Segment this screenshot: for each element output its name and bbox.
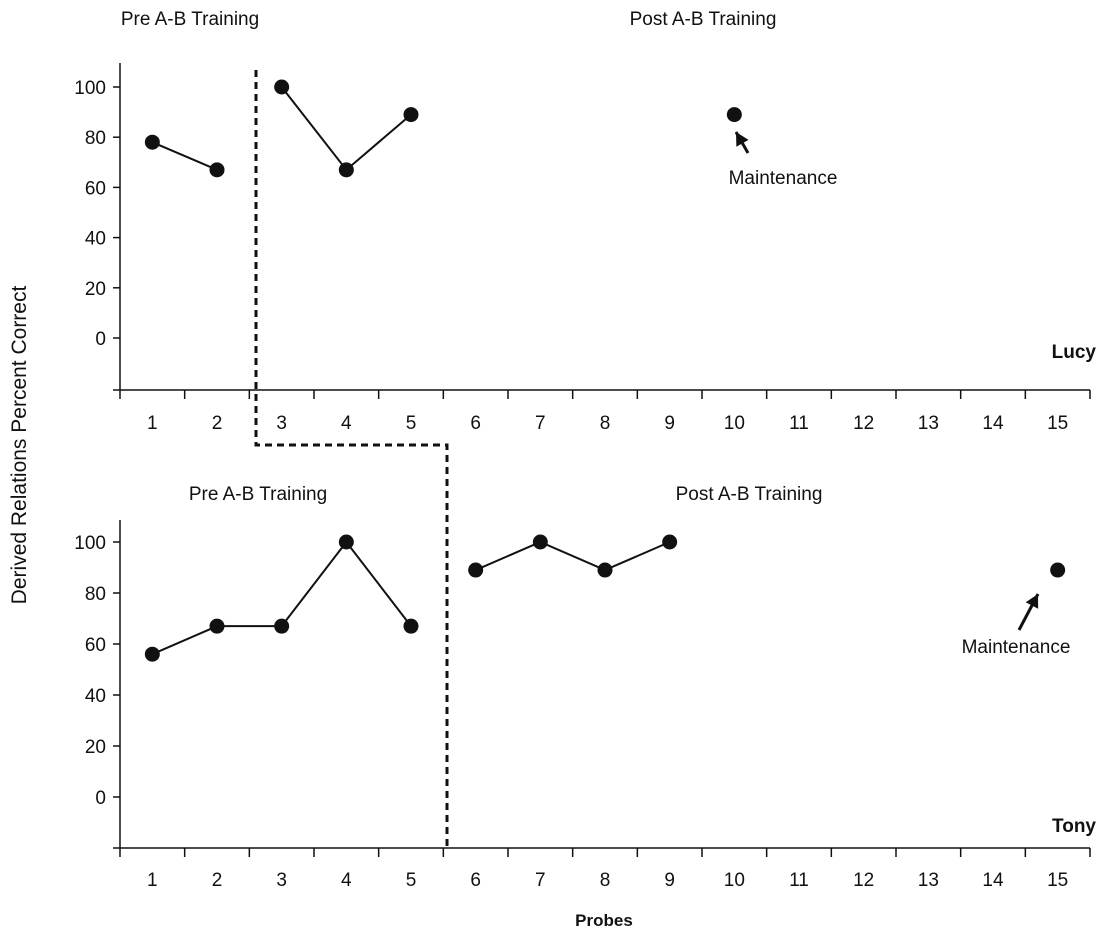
x-tick-label: 11 (789, 870, 809, 891)
y-tick-label: 40 (85, 686, 106, 707)
y-tick-label: 60 (85, 635, 106, 656)
x-tick-label: 5 (406, 413, 417, 434)
y-axis-title: Derived Relations Percent Correct (8, 286, 31, 605)
phase-label: Post A-B Training (676, 484, 823, 505)
data-point (726, 107, 742, 123)
annotation-arrowhead (736, 132, 749, 147)
series-line (151, 540, 412, 656)
x-tick-label: 14 (982, 413, 1004, 434)
series-line (475, 540, 671, 572)
x-tick-label: 9 (664, 870, 675, 891)
series-line (280, 86, 412, 172)
y-tick-label: 40 (85, 229, 106, 250)
x-tick-label: 4 (341, 413, 352, 434)
y-tick-label: 100 (74, 78, 106, 99)
x-tick-label: 6 (470, 870, 481, 891)
x-tick-label: 6 (470, 413, 481, 434)
x-tick-label: 13 (918, 870, 939, 891)
data-point (468, 562, 484, 578)
x-tick-label: 7 (535, 870, 546, 891)
y-tick-label: 60 (85, 178, 106, 199)
data-point (597, 562, 613, 578)
maintenance-annotation: Maintenance (962, 637, 1071, 658)
phase-change-line (254, 70, 449, 848)
phase-label: Pre A-B Training (121, 9, 259, 30)
phase-label: Pre A-B Training (189, 484, 327, 505)
x-tick-label: 15 (1047, 413, 1068, 434)
x-tick-label: 1 (147, 870, 158, 891)
series-line (151, 141, 218, 171)
y-tick-label: 0 (95, 329, 106, 350)
data-point (403, 107, 419, 123)
x-tick-label: 13 (918, 413, 939, 434)
x-tick-label: 12 (853, 413, 874, 434)
x-tick-label: 11 (789, 413, 809, 434)
x-tick-label: 12 (853, 870, 874, 891)
x-tick-label: 2 (212, 413, 223, 434)
data-point (338, 534, 354, 550)
y-tick-label: 100 (74, 533, 106, 554)
data-point (1050, 562, 1066, 578)
data-point (662, 534, 678, 550)
x-tick-label: 3 (276, 870, 287, 891)
x-tick-label: 4 (341, 870, 352, 891)
data-point (338, 162, 354, 178)
participant-label: Tony (1052, 816, 1096, 837)
x-tick-label: 14 (982, 870, 1004, 891)
x-tick-label: 5 (406, 870, 417, 891)
data-point (144, 646, 160, 662)
annotation-arrowhead (1025, 594, 1039, 609)
data-point (403, 618, 419, 634)
data-point (209, 618, 225, 634)
participant-label: Lucy (1052, 342, 1097, 363)
y-tick-label: 0 (95, 788, 106, 809)
x-tick-label: 3 (276, 413, 287, 434)
data-point (144, 134, 160, 150)
x-tick-label: 10 (724, 413, 745, 434)
phase-label: Post A-B Training (630, 9, 777, 30)
x-tick-label: 1 (147, 413, 158, 434)
data-point (532, 534, 548, 550)
x-tick-label: 7 (535, 413, 546, 434)
y-tick-label: 80 (85, 584, 106, 605)
y-tick-label: 80 (85, 128, 106, 149)
x-axis-title: Probes (575, 911, 633, 930)
x-tick-label: 8 (600, 413, 611, 434)
maintenance-annotation: Maintenance (729, 168, 838, 189)
y-tick-label: 20 (85, 279, 106, 300)
data-point (209, 162, 225, 178)
data-point (274, 79, 290, 95)
data-point (274, 618, 290, 634)
x-tick-label: 15 (1047, 870, 1068, 891)
x-tick-label: 10 (724, 870, 745, 891)
y-tick-label: 20 (85, 737, 106, 758)
x-tick-label: 8 (600, 870, 611, 891)
x-tick-label: 2 (212, 870, 223, 891)
x-tick-label: 9 (664, 413, 675, 434)
